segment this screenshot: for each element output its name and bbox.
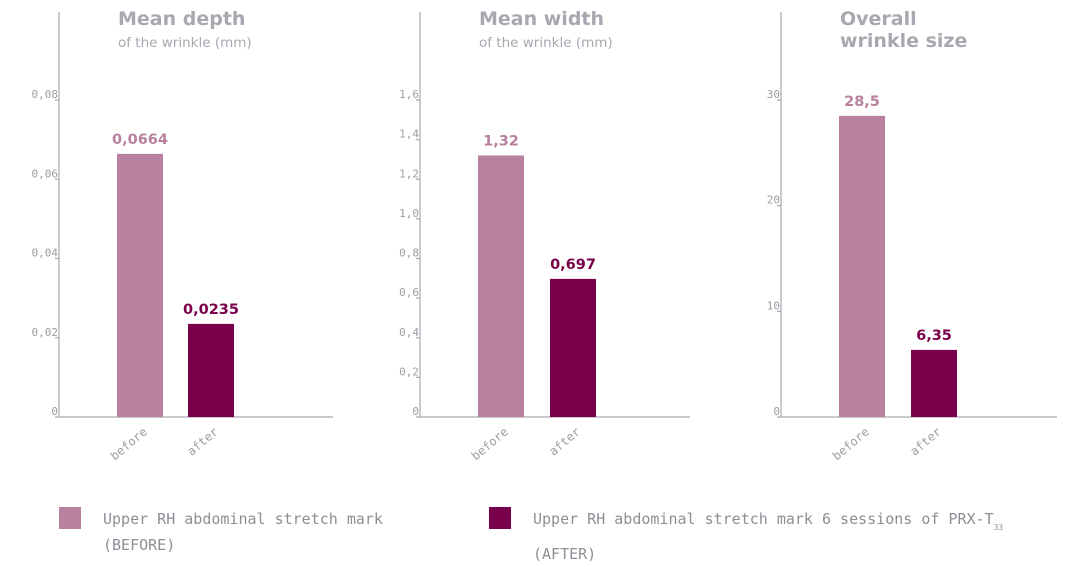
bar-before xyxy=(117,153,163,417)
x-category-label: before xyxy=(108,425,150,464)
legend-after-swatch xyxy=(489,507,511,529)
y-tick-label: 0 xyxy=(412,405,419,418)
chart-title-line: Mean width xyxy=(479,8,604,30)
legend-before-label: Upper RH abdominal stretch mark xyxy=(103,510,383,528)
bar-before xyxy=(839,115,885,417)
legend-after-label: Upper RH abdominal stretch mark 6 sessio… xyxy=(533,510,994,528)
chart-2: Mean width of the wrinkle (mm) 0 0,2 0,4 0,6 0… xyxy=(399,8,690,463)
y-tick-label: 10 xyxy=(767,299,780,312)
chart-title-line: Mean depth xyxy=(118,8,245,30)
y-tick-label: 0,06 xyxy=(32,167,59,180)
x-category-label: before xyxy=(830,425,872,464)
y-tick-label: 0 xyxy=(51,405,58,418)
legend-after-subscript: 33 xyxy=(993,523,1004,532)
legend-before-swatch xyxy=(59,507,81,529)
value-label: 6,35 xyxy=(916,328,952,344)
y-tick-label: 0,4 xyxy=(399,326,419,339)
bar-before xyxy=(478,155,524,417)
value-label: 0,0235 xyxy=(183,302,239,318)
x-category-label: before xyxy=(469,425,511,464)
chart-1: Mean depth of the wrinkle (mm) 0 0,02 0,04 0,… xyxy=(32,8,333,464)
value-label: 0,697 xyxy=(550,257,596,273)
y-tick-label: 0,04 xyxy=(32,247,59,260)
chart-subtitle: of the wrinkle (mm) xyxy=(118,35,252,51)
value-label: 0,0664 xyxy=(112,132,168,148)
y-tick-label: 1,0 xyxy=(399,207,419,220)
chart-title-line: wrinkle size xyxy=(840,30,967,52)
value-label: 1,32 xyxy=(483,133,519,149)
y-tick-label: 30 xyxy=(767,88,780,101)
legend-after: Upper RH abdominal stretch mark 6 sessio… xyxy=(489,506,1003,567)
y-tick-label: 1,2 xyxy=(399,167,419,180)
y-tick-label: 0,6 xyxy=(399,286,419,299)
chart-subtitle: of the wrinkle (mm) xyxy=(479,35,613,51)
y-tick-label: 20 xyxy=(767,194,780,207)
x-category-label: after xyxy=(907,425,944,459)
legend-before: Upper RH abdominal stretch mark (BEFORE) xyxy=(59,506,383,558)
x-category-label: after xyxy=(546,425,583,459)
y-tick-label: 0,8 xyxy=(399,247,419,260)
legend-before-label-2: (BEFORE) xyxy=(103,536,176,554)
y-tick-label: 1,4 xyxy=(399,128,419,141)
legend-after-label-2: (AFTER) xyxy=(533,545,597,563)
y-tick-label: 1,6 xyxy=(399,88,419,101)
y-tick-label: 0,02 xyxy=(32,326,59,339)
x-category-label: after xyxy=(184,425,221,459)
y-tick-label: 0,2 xyxy=(399,365,419,378)
bar-after xyxy=(188,323,234,417)
chart-title-line: Overall xyxy=(840,8,917,30)
y-tick-label: 0,08 xyxy=(32,88,59,101)
bar-after xyxy=(911,349,957,417)
charts-area: Mean depth of the wrinkle (mm) 0 0,02 0,04 0,… xyxy=(32,8,1057,464)
y-tick-label: 0 xyxy=(773,405,780,418)
bar-after xyxy=(550,278,596,417)
value-label: 28,5 xyxy=(844,94,880,110)
